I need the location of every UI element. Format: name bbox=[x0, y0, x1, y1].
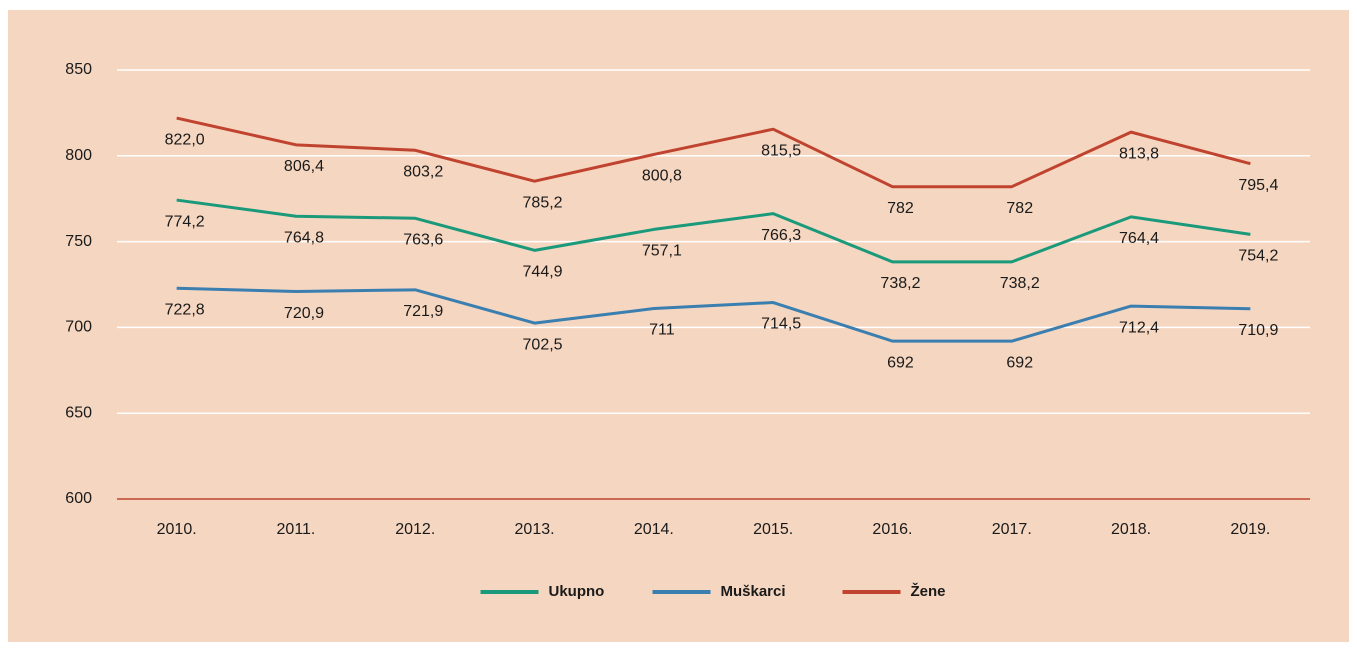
data-label: 757,1 bbox=[642, 243, 682, 260]
series-line bbox=[176, 116, 1251, 189]
data-label: 806,4 bbox=[284, 158, 324, 175]
data-label: 712,4 bbox=[1119, 319, 1159, 336]
data-label: 813,8 bbox=[1119, 145, 1159, 162]
x-tick-label: 2015. bbox=[753, 521, 793, 538]
data-label: 785,2 bbox=[523, 194, 563, 211]
x-tick-label: 2014. bbox=[634, 521, 674, 538]
x-tick-label: 2011. bbox=[277, 521, 316, 538]
data-label: 720,9 bbox=[284, 305, 324, 322]
y-tick-label: 850 bbox=[65, 61, 92, 78]
data-label: 764,4 bbox=[1119, 230, 1159, 247]
data-label: 692 bbox=[887, 354, 914, 371]
data-label: 754,2 bbox=[1238, 248, 1278, 265]
data-label: 822,0 bbox=[165, 131, 205, 148]
legend-label: Muškarci bbox=[721, 583, 786, 600]
data-label: 803,2 bbox=[403, 164, 443, 181]
y-tick-label: 750 bbox=[65, 233, 92, 250]
data-label: 782 bbox=[887, 200, 914, 217]
x-tick-label: 2010. bbox=[157, 521, 197, 538]
chart-background bbox=[8, 10, 1349, 642]
x-tick-label: 2018. bbox=[1111, 521, 1151, 538]
data-label: 738,2 bbox=[880, 275, 920, 292]
x-tick-label: 2012. bbox=[395, 521, 435, 538]
data-label: 763,6 bbox=[403, 231, 443, 248]
data-label: 721,9 bbox=[403, 303, 443, 320]
x-tick-label: 2019. bbox=[1230, 521, 1270, 538]
data-label: 815,5 bbox=[761, 142, 801, 159]
data-label: 738,2 bbox=[1000, 275, 1040, 292]
data-label: 766,3 bbox=[761, 227, 801, 244]
data-label: 800,8 bbox=[642, 168, 682, 185]
x-tick-label: 2013. bbox=[515, 521, 555, 538]
x-tick-label: 2016. bbox=[872, 521, 912, 538]
y-tick-label: 650 bbox=[65, 404, 92, 421]
y-tick-label: 700 bbox=[65, 319, 92, 336]
series-line bbox=[176, 198, 1251, 264]
legend-label: Žene bbox=[911, 582, 946, 600]
x-tick-label: 2017. bbox=[992, 521, 1032, 538]
data-label: 714,5 bbox=[761, 316, 801, 333]
data-label: 692 bbox=[1006, 354, 1033, 371]
data-label: 795,4 bbox=[1238, 177, 1278, 194]
data-label: 764,8 bbox=[284, 229, 324, 246]
data-label: 702,5 bbox=[523, 336, 563, 353]
data-label: 722,8 bbox=[165, 301, 205, 318]
y-tick-label: 600 bbox=[65, 490, 92, 507]
data-label: 744,9 bbox=[523, 264, 563, 281]
data-label: 782 bbox=[1006, 200, 1033, 217]
data-label: 711 bbox=[649, 322, 675, 339]
data-label: 710,9 bbox=[1238, 322, 1278, 339]
legend-label: Ukupno bbox=[549, 583, 605, 600]
y-tick-label: 800 bbox=[65, 147, 92, 164]
data-label: 774,2 bbox=[165, 213, 205, 230]
series-line bbox=[176, 286, 1251, 343]
